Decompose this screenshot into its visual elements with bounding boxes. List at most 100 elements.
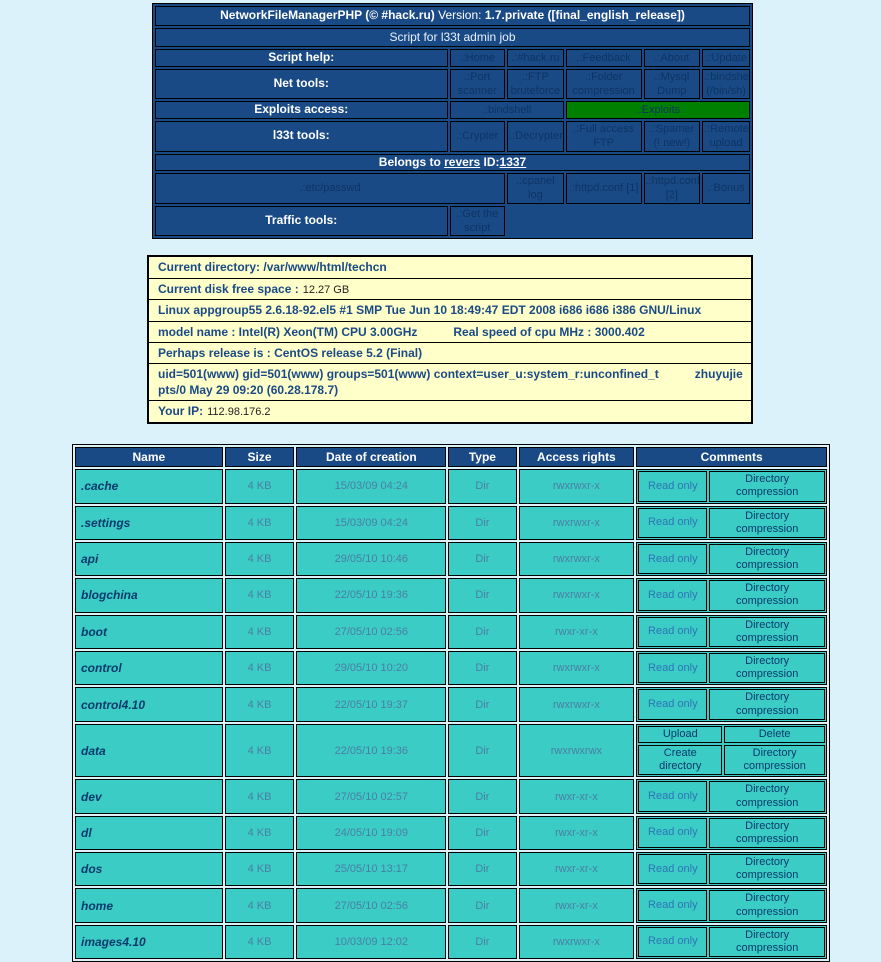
file-table-body: .cache 4 KB 15/03/09 04:24 Dir rwxrwxr-x Read… <box>75 469 827 960</box>
file-access-rights: rwxrwxr-x <box>518 578 635 613</box>
column-header-date: Date of creation <box>296 447 447 468</box>
table-row: dev 4 KB 27/05/10 02:57 Dir rwxr-xr-x Read on… <box>75 779 827 814</box>
comments-cell: Read only Directory compression <box>636 852 827 887</box>
directory-compression-button[interactable]: Directory compression <box>709 580 825 611</box>
decrypter-link[interactable]: .:Decrypter <box>507 120 564 152</box>
directory-compression-button[interactable]: Directory compression <box>709 817 825 849</box>
read-only-button[interactable]: Read only <box>638 580 708 611</box>
file-date: 24/05/10 19:09 <box>296 815 447 851</box>
directory-compression-button[interactable]: Directory compression <box>724 744 825 776</box>
read-only-button[interactable]: Read only <box>638 817 708 849</box>
nav-hackru-link[interactable]: .:#hack.ru <box>507 49 564 67</box>
file-name-link[interactable]: home <box>75 888 223 923</box>
table-row: dl 4 KB 24/05/10 19:09 Dir rwxr-xr-x Read onl… <box>75 815 827 851</box>
file-name-link[interactable]: blogchina <box>75 578 223 613</box>
directory-compression-button[interactable]: Directory compression <box>709 890 825 921</box>
file-name-link[interactable]: api <box>75 541 223 577</box>
cpanel-log-link[interactable]: .:cpanel log <box>507 173 564 204</box>
crypter-link[interactable]: .:Crypter <box>449 120 506 152</box>
file-access-rights: rwxr-xr-x <box>518 815 635 851</box>
file-date: 27/05/10 02:56 <box>296 614 447 650</box>
httpd-conf-1-link[interactable]: .:httpd.conf [1] <box>565 173 642 204</box>
ftp-bruteforce-link[interactable]: .:FTP bruteforce <box>507 68 564 100</box>
exploits-link[interactable]: .:Exploits <box>565 101 750 119</box>
file-size: 4 KB <box>224 687 295 722</box>
file-date: 15/03/09 04:24 <box>296 505 447 540</box>
directory-compression-button[interactable]: Directory compression <box>709 507 825 538</box>
empty-filler-cell <box>507 205 750 237</box>
file-size: 4 KB <box>224 723 295 778</box>
owner-id-link[interactable]: 1337 <box>499 154 527 169</box>
owner-link[interactable]: revers <box>444 154 481 169</box>
file-access-rights: rwxrwxr-x <box>518 505 635 540</box>
net-tools-label: Net tools: <box>155 68 448 100</box>
nav-update-link[interactable]: .:Update <box>702 49 750 67</box>
nav-about-link[interactable]: .:About <box>643 49 701 67</box>
nav-feedback-link[interactable]: .:Feedback <box>565 49 642 67</box>
file-name-link[interactable]: dev <box>75 779 223 814</box>
app-title-version: 1.7.private ([final_english_release]) <box>484 8 685 22</box>
file-name-link[interactable]: data <box>75 723 223 778</box>
release-value: Perhaps release is : CentOS release 5.2 … <box>158 345 423 360</box>
file-name-link[interactable]: .settings <box>75 505 223 540</box>
file-size: 4 KB <box>224 651 295 686</box>
mysql-dump-link[interactable]: .:Mysql Dump <box>643 68 701 100</box>
table-row: control 4 KB 29/05/10 10:20 Dir rwxrwxr-x Rea… <box>75 651 827 686</box>
etc-passwd-link[interactable]: .:etc/passwd <box>155 173 506 204</box>
upload-button[interactable]: Upload <box>638 725 723 743</box>
header-nav-table: NetworkFileManagerPHP (© #hack.ru) Versi… <box>152 3 753 240</box>
directory-compression-button[interactable]: Directory compression <box>709 781 825 812</box>
bonus-link[interactable]: .:Bonus <box>702 173 750 204</box>
column-header-size: Size <box>224 447 295 468</box>
file-name-link[interactable]: boot <box>75 614 223 650</box>
bindshell-binsh-link[interactable]: .:bindshell (/bin/sh) <box>702 68 750 100</box>
folder-compression-link[interactable]: .:Folder compression <box>565 68 642 100</box>
disk-free-row: Current disk free space :12.27 GB <box>149 279 751 301</box>
file-name-link[interactable]: dl <box>75 815 223 851</box>
directory-compression-button[interactable]: Directory compression <box>709 471 825 502</box>
directory-compression-button[interactable]: Directory compression <box>709 543 825 575</box>
read-only-button[interactable]: Read only <box>638 507 708 538</box>
file-name-link[interactable]: images4.10 <box>75 924 223 960</box>
httpd-conf-2-link[interactable]: .:httpd.conf [2] <box>643 173 701 204</box>
read-only-button[interactable]: Read only <box>638 471 708 502</box>
directory-compression-button[interactable]: Directory compression <box>709 653 825 684</box>
file-name-link[interactable]: control4.10 <box>75 687 223 722</box>
directory-compression-button[interactable]: Directory compression <box>709 926 825 958</box>
create-directory-button[interactable]: Create directory <box>638 744 723 776</box>
read-only-button[interactable]: Read only <box>638 653 708 684</box>
delete-button[interactable]: Delete <box>724 725 825 743</box>
your-ip-label: Your IP: <box>158 404 204 419</box>
disk-free-label: Current disk free space : <box>158 281 299 296</box>
read-only-button[interactable]: Read only <box>638 854 708 885</box>
comments-cell: Read only Directory compression <box>636 888 827 923</box>
nav-home-link[interactable]: .:Home <box>449 49 506 67</box>
file-date: 22/05/10 19:37 <box>296 687 447 722</box>
get-the-script-link[interactable]: .:Get the script <box>449 205 506 237</box>
full-access-ftp-link[interactable]: .:Full access FTP <box>565 120 642 152</box>
script-help-row: Script help: .:Home .:#hack.ru .:Feedbac… <box>155 49 750 67</box>
file-type: Dir <box>448 541 517 577</box>
file-name-link[interactable]: .cache <box>75 469 223 504</box>
file-type: Dir <box>448 578 517 613</box>
port-scanner-link[interactable]: .:Port scanner <box>449 68 506 100</box>
read-only-button[interactable]: Read only <box>638 926 708 958</box>
belongs-cell: Belongs to revers ID:1337 <box>155 153 750 172</box>
read-only-button[interactable]: Read only <box>638 890 708 921</box>
read-only-button[interactable]: Read only <box>638 689 708 720</box>
file-name-link[interactable]: control <box>75 651 223 686</box>
file-size: 4 KB <box>224 578 295 613</box>
bindshell-link[interactable]: .:bindshell <box>449 101 564 119</box>
directory-compression-button[interactable]: Directory compression <box>709 854 825 885</box>
read-only-button[interactable]: Read only <box>638 616 708 648</box>
read-only-button[interactable]: Read only <box>638 543 708 575</box>
table-row: dos 4 KB 25/05/10 13:17 Dir rwxr-xr-x Read on… <box>75 852 827 887</box>
file-name-link[interactable]: dos <box>75 852 223 887</box>
directory-compression-button[interactable]: Directory compression <box>709 616 825 648</box>
spamer-link[interactable]: .:Spamer (! new!) <box>643 120 701 152</box>
read-only-button[interactable]: Read only <box>638 781 708 812</box>
current-directory-label: Current directory: <box>158 260 261 275</box>
script-help-label: Script help: <box>155 49 448 67</box>
directory-compression-button[interactable]: Directory compression <box>709 689 825 720</box>
remote-upload-link[interactable]: .:Remote upload <box>702 120 750 152</box>
